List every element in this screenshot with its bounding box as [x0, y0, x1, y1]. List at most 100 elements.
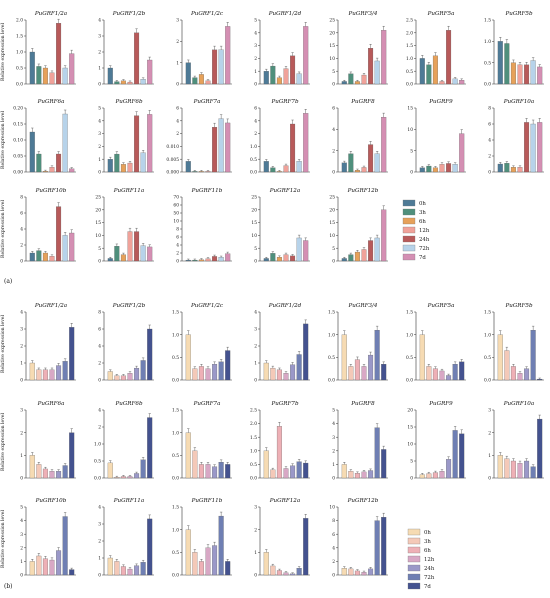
- y-tick-label: 2.0: [16, 19, 23, 24]
- y-tick-label: 0: [20, 260, 23, 265]
- y-tick-label: 2: [20, 546, 23, 551]
- bar-6: [303, 26, 309, 85]
- y-tick-label: 15: [251, 221, 257, 226]
- bar-6: [303, 240, 309, 262]
- chart-title: PuGRF12b: [347, 188, 379, 194]
- y-tick-label: 3: [98, 35, 101, 40]
- bar-5: [140, 152, 146, 173]
- y-tick-label: 2: [20, 431, 23, 436]
- y-tick-label: 3: [176, 19, 179, 24]
- legend-swatch: [402, 226, 416, 234]
- y-tick-label: 0.20: [13, 107, 23, 112]
- y-tick-label: 10: [95, 234, 101, 239]
- bar-0: [185, 529, 191, 576]
- y-tick-label: 2: [332, 149, 335, 154]
- bar-0: [341, 334, 347, 381]
- bar-1: [348, 153, 354, 173]
- bar-2: [198, 366, 204, 381]
- bar-4: [368, 144, 374, 173]
- bar-6: [303, 323, 309, 381]
- y-tick-label: 20: [95, 208, 101, 213]
- bar-1: [504, 458, 510, 479]
- bar-4: [524, 460, 530, 479]
- bar-6: [537, 66, 543, 85]
- chart-title: PuGRF1/2a: [34, 11, 67, 17]
- bar-0: [497, 455, 503, 479]
- chart-panel-b-23: PuGRF3/4 0.0 0.5 1.0 1.5: [328, 303, 388, 384]
- y-tick-label: 0: [176, 83, 179, 88]
- y-tick-label: 20: [251, 208, 257, 213]
- bar-5: [62, 516, 68, 576]
- y-tick-label: 5: [254, 247, 257, 252]
- y-tick-label: 0: [410, 171, 413, 176]
- bar-2: [432, 55, 438, 85]
- y-tick-label: 0.0: [94, 477, 101, 482]
- legend-swatch: [402, 208, 416, 216]
- y-tick-label: 0: [488, 171, 491, 176]
- bar-2: [354, 570, 360, 576]
- y-tick-label: 0.5: [484, 356, 491, 361]
- chart-title: PuGRF5b: [504, 303, 532, 309]
- y-tick-label: 0: [98, 171, 101, 176]
- y-tick-label: 1: [176, 61, 179, 66]
- chart-title: PuGRF9: [428, 99, 453, 105]
- legend-label: 12h: [424, 557, 435, 563]
- legend-label: 0h: [419, 201, 426, 207]
- bar-1: [192, 552, 198, 576]
- chart-title: PuGRF8: [350, 401, 375, 407]
- bar-2: [276, 570, 282, 576]
- bar-4: [134, 565, 140, 576]
- bar-5: [452, 364, 458, 381]
- bar-2: [432, 472, 438, 479]
- bar-4: [290, 364, 296, 381]
- bar-5: [62, 465, 68, 479]
- y-tick-label: 4: [20, 228, 23, 233]
- chart-panel-a-0: PuGRF1/2a 0.0 0.5 1.0 1.5 2.0: [16, 11, 76, 88]
- bar-5: [374, 237, 380, 262]
- bar-3: [439, 370, 445, 381]
- chart-title: PuGRF12b: [347, 498, 379, 504]
- y-tick-label: 1.5: [406, 44, 413, 49]
- y-tick-label: 0: [332, 171, 335, 176]
- bar-2: [354, 473, 360, 479]
- bar-2: [354, 81, 360, 85]
- bar-1: [36, 250, 42, 262]
- bar-5: [62, 113, 68, 173]
- chart-title: PuGRF5b: [504, 11, 532, 17]
- y-axis-label: Relative expression level: [0, 314, 6, 373]
- y-tick-label: 5: [98, 107, 101, 112]
- chart-panel-b-26: PuGRF6a 0 1 2 3: [20, 401, 76, 482]
- bar-4: [212, 127, 218, 173]
- chart-title: PuGRF10a: [503, 99, 534, 105]
- legend-swatch: [407, 564, 421, 572]
- y-tick-label: 1.0: [406, 57, 413, 62]
- y-tick-label: 6: [176, 236, 179, 241]
- bar-5: [140, 459, 146, 479]
- y-tick-label: 0: [98, 379, 101, 384]
- y-tick-label: 0: [254, 260, 257, 265]
- bar-2: [42, 468, 48, 479]
- bar-4: [56, 23, 62, 85]
- legend-swatch: [407, 528, 421, 536]
- bar-2: [120, 80, 126, 85]
- y-tick-label: 4: [332, 422, 335, 427]
- bar-0: [263, 362, 269, 381]
- bar-6: [147, 518, 153, 576]
- bar-0: [185, 161, 191, 173]
- y-tick-label: 4: [98, 345, 101, 350]
- bar-1: [114, 477, 120, 479]
- chart-panel-a-9: PuGRF7a 0.000 0.005 0.010 2 4 6: [166, 99, 232, 176]
- bar-5: [140, 79, 146, 85]
- bar-0: [341, 258, 347, 262]
- bar-0: [107, 371, 113, 381]
- chart-panel-a-8: PuGRF6b 0 1 2 3 4 5: [98, 99, 154, 176]
- y-tick-label: 3: [98, 523, 101, 528]
- chart-title: PuGRF6b: [114, 99, 142, 105]
- y-tick-label: 2.5: [406, 19, 413, 24]
- bar-6: [303, 462, 309, 479]
- bar-5: [374, 520, 380, 576]
- bar-2: [42, 369, 48, 381]
- y-tick-label: 6: [332, 107, 335, 112]
- bar-4: [56, 365, 62, 381]
- bar-2: [354, 359, 360, 381]
